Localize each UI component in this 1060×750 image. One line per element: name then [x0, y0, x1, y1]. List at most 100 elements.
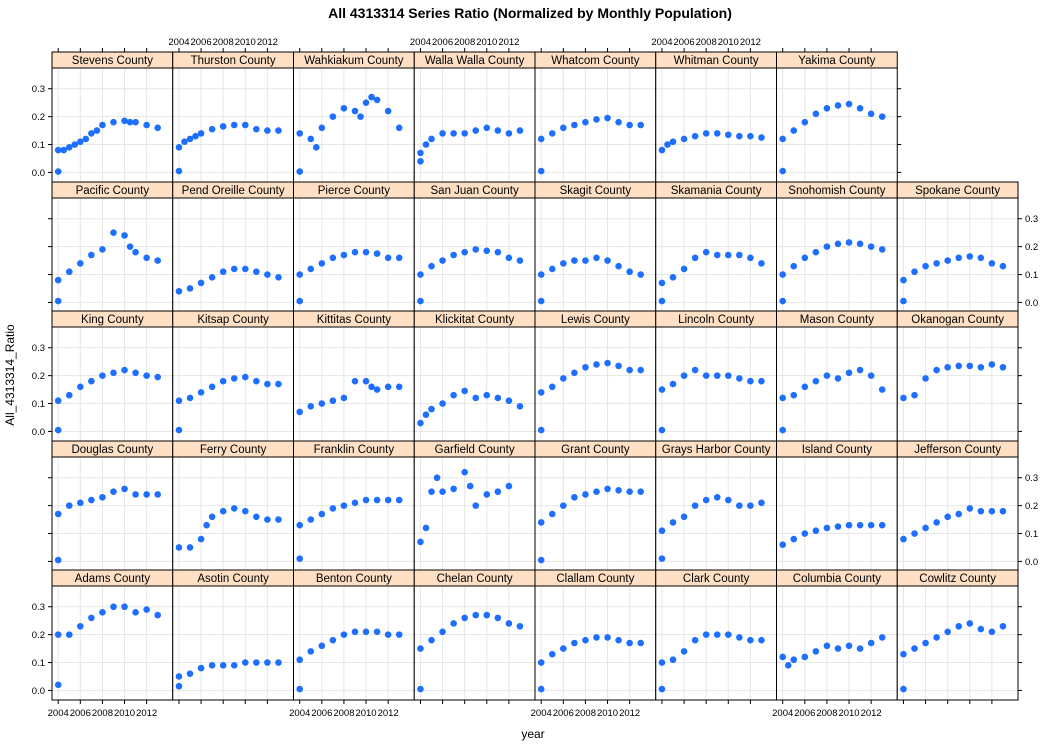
data-point — [472, 246, 480, 253]
x-tick-label: 2012 — [136, 708, 157, 719]
data-point — [922, 639, 929, 647]
data-point — [664, 141, 671, 148]
data-point — [736, 634, 743, 641]
data-point — [790, 262, 798, 270]
data-point — [472, 502, 480, 509]
data-point — [812, 248, 820, 256]
data-point — [537, 389, 545, 396]
data-point — [977, 254, 985, 262]
data-point — [758, 134, 765, 141]
data-point — [823, 524, 831, 532]
data-point — [812, 110, 820, 118]
data-point — [88, 251, 95, 259]
x-tick-label: 2010 — [114, 708, 135, 719]
panel-label: Kittitas County — [317, 314, 391, 326]
data-point — [691, 254, 699, 262]
data-point — [110, 369, 117, 377]
panel: Walla Walla County 2004 2006 2008 2010 2012 — [410, 37, 536, 186]
data-point — [615, 486, 622, 494]
data-point — [483, 124, 491, 132]
data-point — [845, 100, 853, 108]
data-point — [637, 366, 644, 374]
data-point — [845, 239, 853, 246]
panel: Clark County — [655, 569, 777, 704]
data-point — [132, 369, 139, 377]
data-point — [900, 276, 907, 284]
panel-label: Columbia County — [793, 573, 881, 585]
data-point — [192, 132, 199, 140]
data-point — [724, 251, 732, 259]
data-point — [680, 372, 688, 379]
data-point — [548, 650, 556, 658]
data-point — [494, 394, 502, 402]
data-point — [384, 383, 392, 391]
data-point — [560, 260, 567, 267]
data-point — [637, 488, 644, 495]
data-point — [154, 257, 161, 264]
data-point — [911, 530, 918, 537]
data-point — [966, 362, 974, 370]
data-point — [143, 372, 150, 379]
data-point — [230, 505, 238, 512]
data-point — [329, 397, 337, 405]
data-point — [494, 127, 502, 134]
data-point — [856, 240, 864, 248]
data-point — [428, 488, 435, 495]
x-tick-label: 2010 — [235, 37, 256, 48]
data-point — [922, 262, 929, 270]
data-point — [548, 510, 556, 518]
data-point — [318, 260, 326, 267]
y-tick-label: 0.2 — [1025, 501, 1038, 512]
data-point — [175, 426, 183, 434]
data-point — [203, 521, 210, 529]
data-point — [691, 502, 699, 509]
data-point — [275, 380, 282, 388]
data-point — [548, 265, 556, 273]
data-point — [264, 127, 271, 134]
data-point — [253, 377, 260, 385]
data-point — [615, 636, 622, 644]
data-point — [384, 107, 392, 115]
data-point — [54, 681, 62, 689]
data-point — [724, 631, 732, 638]
data-point — [560, 645, 567, 652]
data-point — [275, 274, 282, 281]
data-point — [77, 383, 84, 391]
panel-label: Adams County — [75, 573, 151, 585]
data-point — [208, 513, 216, 521]
panel-label: Cowlitz County — [919, 573, 996, 585]
panel-background — [776, 457, 898, 571]
data-point — [900, 394, 907, 402]
data-point — [801, 530, 809, 537]
data-point — [219, 268, 227, 276]
panel-background — [52, 586, 173, 700]
data-point — [933, 519, 940, 526]
data-point — [253, 513, 260, 521]
data-point — [154, 611, 161, 619]
data-point — [658, 426, 666, 434]
panel-label: Whatcom County — [551, 55, 639, 67]
data-point — [658, 279, 666, 287]
x-tick-label: 2010 — [476, 37, 497, 48]
data-point — [988, 507, 996, 515]
panel: Pacific County — [48, 181, 174, 316]
x-tick-label: 2010 — [355, 708, 376, 719]
panel: Asotin County — [172, 569, 294, 704]
data-point — [615, 118, 622, 126]
panel-background — [414, 327, 535, 441]
data-point — [132, 118, 139, 126]
data-point — [357, 113, 364, 120]
panel-label: Franklin County — [314, 444, 395, 456]
data-point — [988, 361, 996, 368]
chart-title: All 4313314 Series Ratio (Normalized by … — [328, 5, 732, 21]
data-point — [219, 507, 227, 515]
data-point — [110, 488, 117, 495]
panel-background — [172, 586, 294, 700]
data-point — [658, 527, 666, 535]
data-point — [691, 132, 699, 140]
data-point — [922, 524, 929, 532]
panel-background — [172, 327, 294, 441]
data-point — [834, 375, 842, 382]
data-point — [537, 167, 545, 175]
data-point — [582, 636, 589, 644]
